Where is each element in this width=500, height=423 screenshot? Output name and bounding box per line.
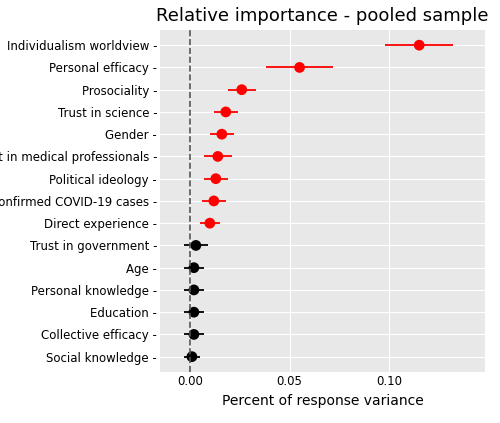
Point [210,198,218,204]
Point [190,309,198,316]
Point [222,109,230,115]
Point [190,331,198,338]
Point [190,286,198,293]
Point [212,175,220,182]
Point [206,220,214,227]
Point [192,242,200,249]
Point [415,42,423,49]
Point [218,131,226,137]
Title: Relative importance - pooled sample: Relative importance - pooled sample [156,7,489,25]
Point [238,86,246,93]
Point [188,353,196,360]
Point [296,64,304,71]
X-axis label: Percent of response variance: Percent of response variance [222,393,424,408]
Point [214,153,222,160]
Point [190,264,198,271]
